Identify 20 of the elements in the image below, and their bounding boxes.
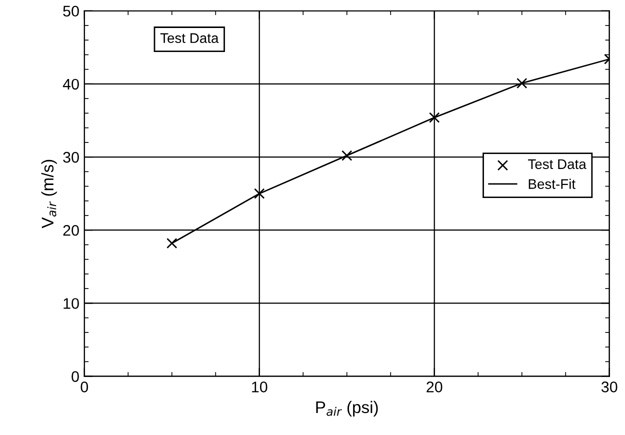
point xyxy=(516,78,528,89)
x-tick-label: 0 xyxy=(80,382,88,392)
x-tick-label: 30 xyxy=(601,382,618,392)
y-tick-label: 10 xyxy=(64,298,79,309)
legend-label: Test Data xyxy=(528,159,586,170)
point xyxy=(342,150,352,161)
point xyxy=(166,238,178,249)
y-tick-label: 0 xyxy=(72,371,79,382)
y-tick-label: 40 xyxy=(62,78,79,90)
point xyxy=(254,188,265,199)
x-axis-title: P$_{air}$ (psi) xyxy=(316,400,378,416)
x-tick-label: 20 xyxy=(426,382,442,392)
y-tick-label: 30 xyxy=(63,152,79,163)
y-tick-label: 50 xyxy=(63,6,79,17)
legend-label: Best-Fit xyxy=(528,178,576,189)
annotation: Test Data xyxy=(160,33,219,43)
y-axis-title: V$_{air}$ (m/s) xyxy=(41,160,57,228)
point xyxy=(429,112,440,123)
y-tick-label: 20 xyxy=(63,224,79,236)
x-tick-label: 10 xyxy=(252,382,268,392)
